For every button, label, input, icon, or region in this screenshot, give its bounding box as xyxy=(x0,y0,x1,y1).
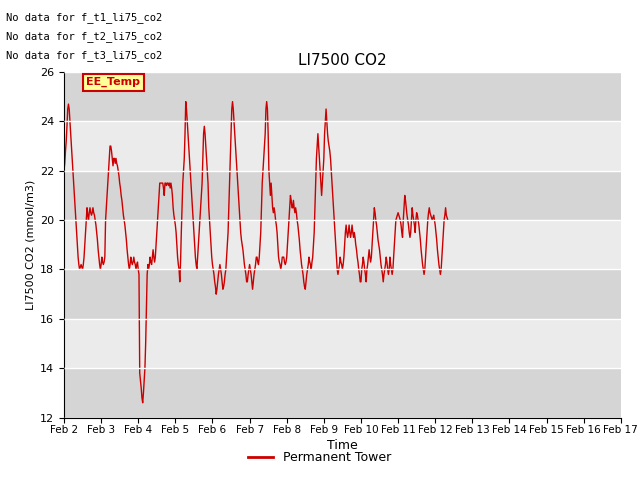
Y-axis label: LI7500 CO2 (mmol/m3): LI7500 CO2 (mmol/m3) xyxy=(26,180,36,310)
Bar xyxy=(64,368,621,418)
Text: EE_Temp: EE_Temp xyxy=(86,77,140,87)
Bar xyxy=(64,269,621,319)
Legend: Permanent Tower: Permanent Tower xyxy=(243,446,397,469)
X-axis label: Time: Time xyxy=(327,439,358,453)
Text: No data for f_t2_li75_co2: No data for f_t2_li75_co2 xyxy=(6,31,163,42)
Title: LI7500 CO2: LI7500 CO2 xyxy=(298,53,387,68)
Text: No data for f_t1_li75_co2: No data for f_t1_li75_co2 xyxy=(6,12,163,23)
Text: No data for f_t3_li75_co2: No data for f_t3_li75_co2 xyxy=(6,50,163,61)
Bar xyxy=(64,171,621,220)
Bar xyxy=(64,72,621,121)
